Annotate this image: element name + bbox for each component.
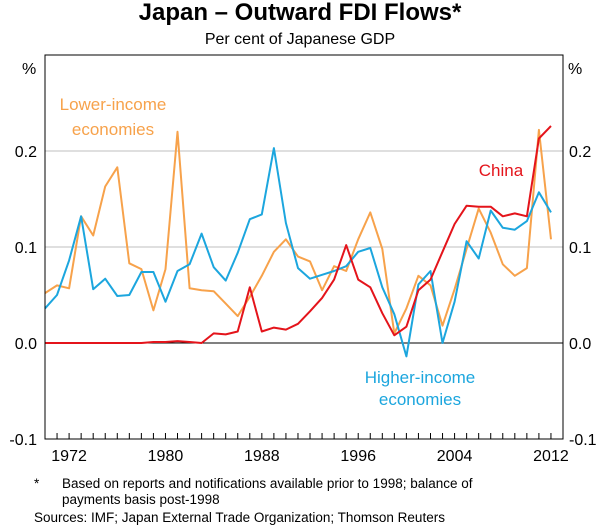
footnote-text-line2: payments basis post-1998 [62,492,220,507]
right-unit-label: % [568,61,582,78]
left-unit-label: % [22,61,36,78]
x-tick-label: 2012 [533,448,569,465]
y-tick-labels-right: 0.2 0.1 0.0 -0.1 [569,144,597,449]
series-line-china [45,125,552,344]
y-tick-label-right: 0.1 [569,240,591,257]
chart-subtitle: Per cent of Japanese GDP [205,31,395,48]
x-tick-label: 2004 [437,448,473,465]
series-line-lower-income [44,128,552,335]
y-tick-label-left: 0.1 [15,240,37,257]
x-tick-label: 1980 [148,448,184,465]
plot-frame [44,54,564,440]
y-tick-label-left: -0.1 [9,432,37,449]
y-tick-label-right: 0.0 [569,336,591,353]
x-tick-labels: 1972 1980 1988 1996 2004 2012 [51,448,569,465]
y-tick-label-right: -0.1 [569,432,597,449]
footnote-text-line1: Based on reports and notifications avail… [62,476,473,491]
chart: Japan – Outward FDI Flows* Per cent of J… [9,0,597,465]
y-tick-label-left: 0.2 [15,144,37,161]
annotation-lower-income-line1: Lower-income [60,95,167,114]
y-tick-label-right: 0.2 [569,144,591,161]
x-tick-label: 1996 [340,448,376,465]
chart-title: Japan – Outward FDI Flows* [139,0,462,26]
annotation-china: China [479,161,524,180]
series-lines [44,125,552,358]
sources: Sources: IMF; Japan External Trade Organ… [34,510,445,525]
series-line-higher-income [44,147,552,358]
annotation-higher-income-line1: Higher-income [365,368,476,387]
y-tick-label-left: 0.0 [15,336,37,353]
x-tick-marks [56,433,552,439]
y-tick-labels-left: 0.2 0.1 0.0 -0.1 [9,144,37,449]
footnote-marker: * [34,476,40,491]
annotation-higher-income-line2: economies [379,390,461,409]
x-tick-label: 1988 [244,448,280,465]
footnote: * Based on reports and notifications ava… [34,476,574,508]
annotation-lower-income-line2: economies [72,120,154,139]
x-tick-label: 1972 [51,448,87,465]
